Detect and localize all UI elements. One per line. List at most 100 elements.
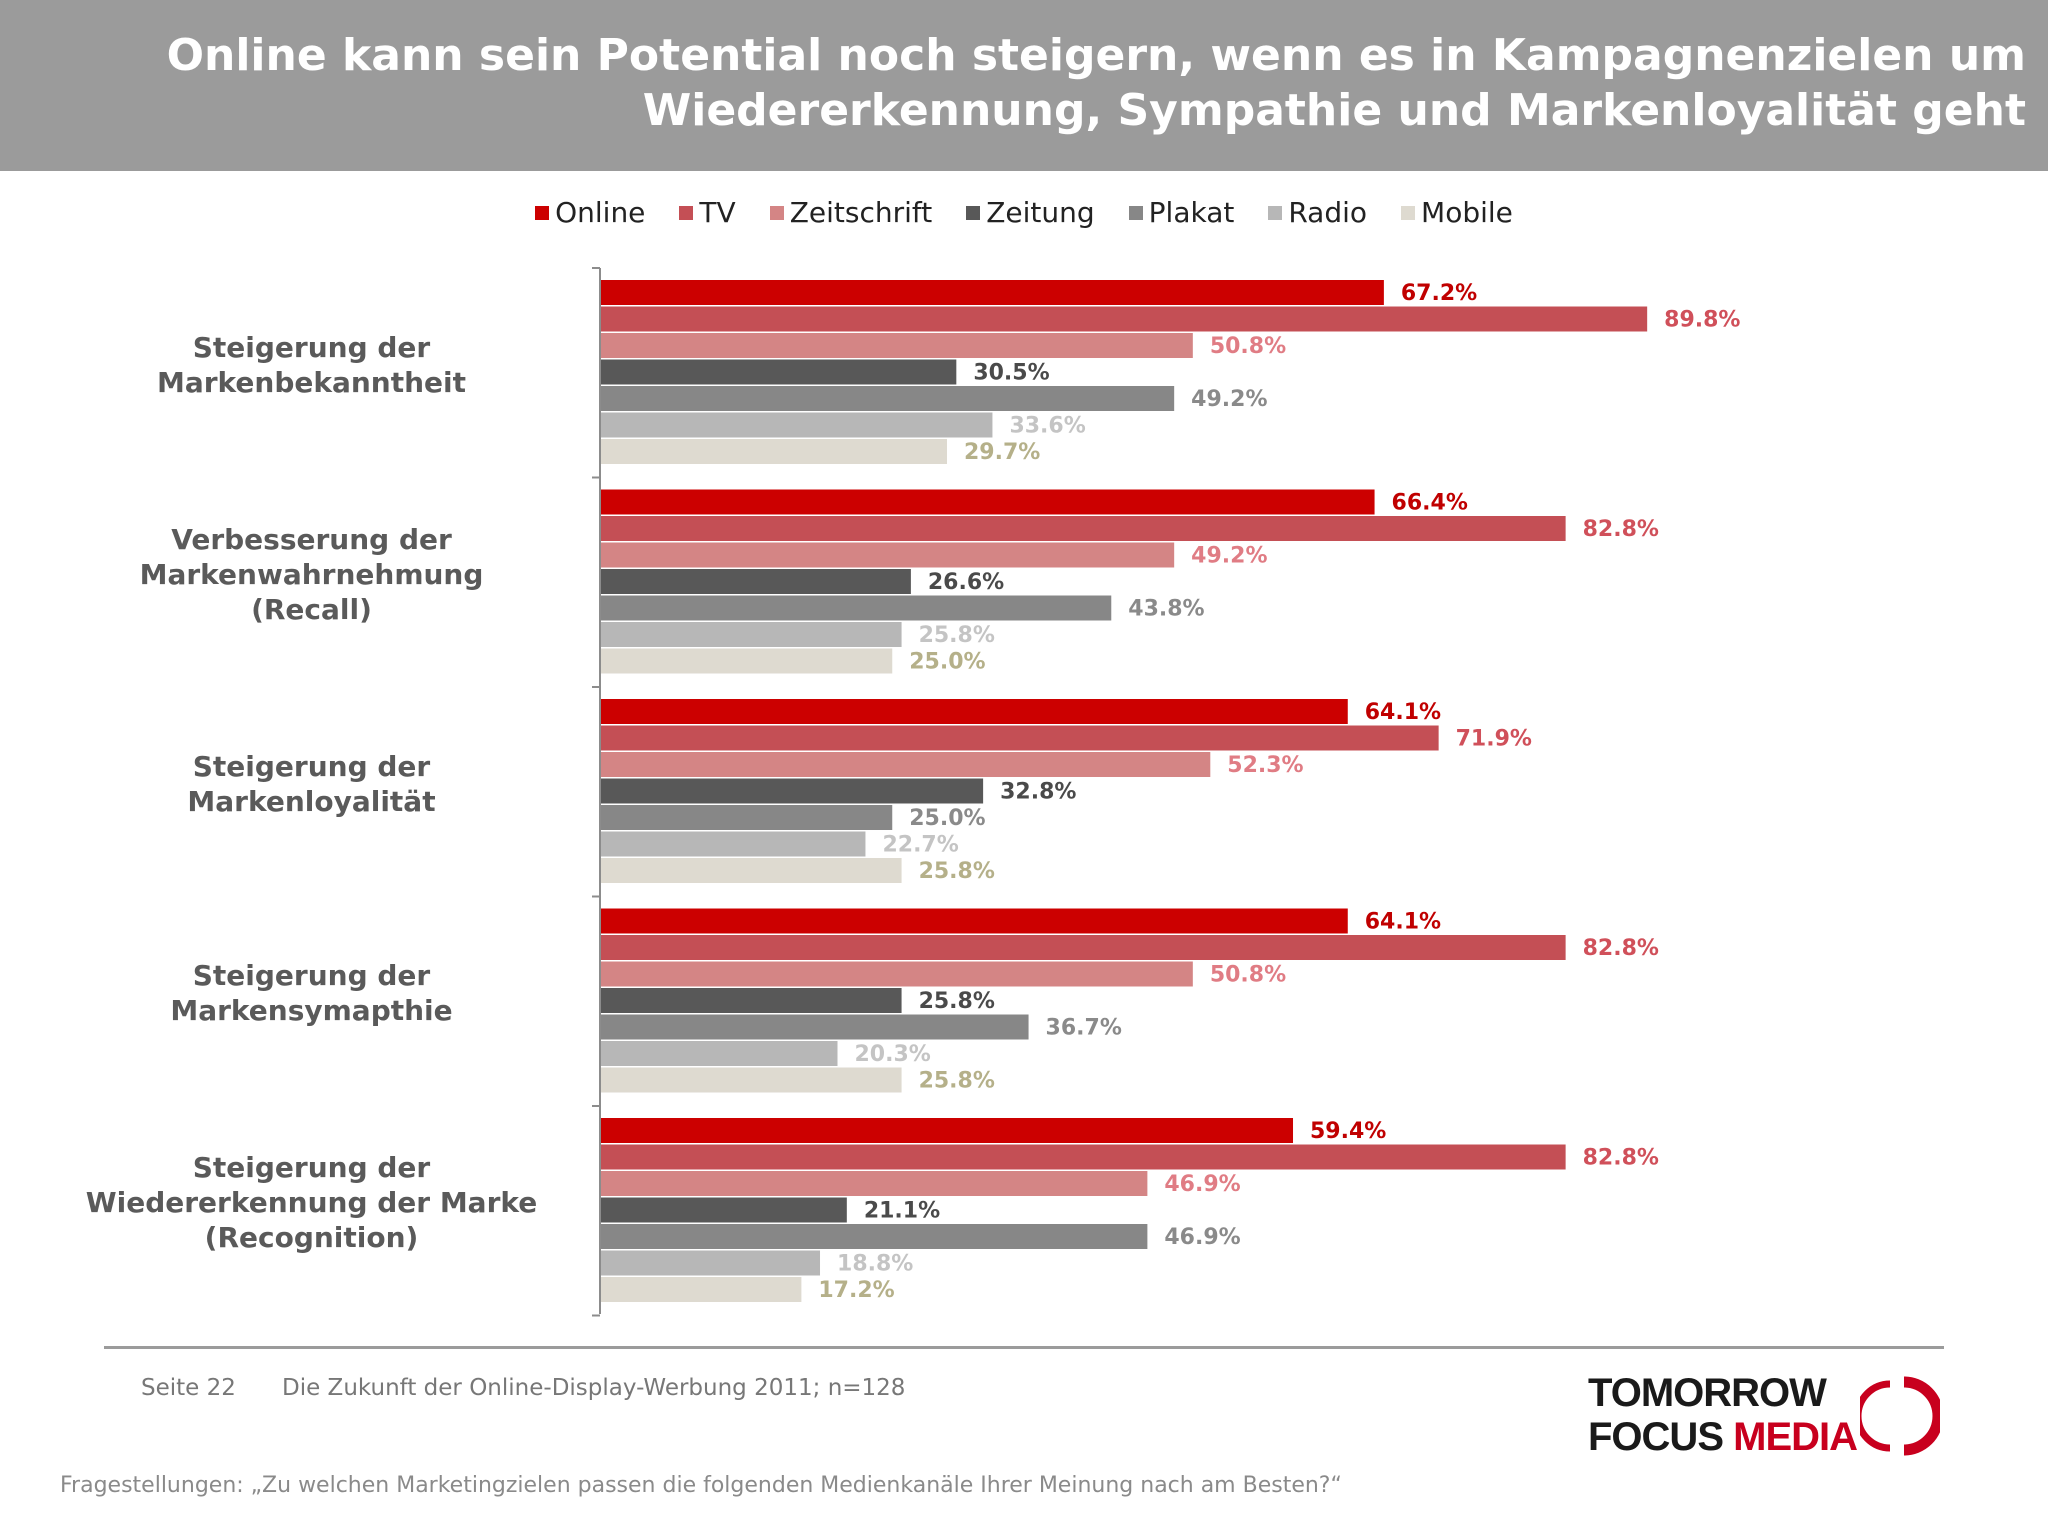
bar-value-label: 25.0% — [909, 806, 985, 831]
bar-plakat — [601, 1224, 1148, 1249]
bar-value-label: 46.9% — [1164, 1225, 1240, 1250]
bar-zeitung — [601, 778, 984, 804]
legend-label: Radio — [1288, 196, 1368, 229]
bar-value-label: 89.8% — [1664, 308, 1740, 333]
bar-value-label: 82.8% — [1583, 517, 1659, 542]
bar-chart: 67.2% 89.8% 50.8% 30.5% 49.2% 33.6%29.7% 66.4%… — [592, 267, 1740, 1317]
category-label-line: (Recognition) — [204, 1221, 419, 1255]
category-label: Steigerung der Markenbekanntheit — [60, 330, 563, 400]
bar-value-label: 71.9% — [1456, 727, 1532, 752]
bar-value-label: 33.6% — [1009, 414, 1085, 439]
bar-zeitschrift — [601, 542, 1175, 568]
legend-item-mobile: Mobile — [1401, 196, 1513, 229]
bar-value-label: 25.8% — [919, 623, 995, 648]
bar-value-label: 25.8% — [919, 859, 995, 884]
bar-zeitschrift — [601, 752, 1211, 777]
legend-label: Mobile — [1421, 196, 1513, 229]
source-note: Die Zukunft der Online-Display-Werbung 2… — [282, 1375, 906, 1401]
bar-mobile — [601, 858, 902, 883]
bar-plakat — [601, 1014, 1029, 1040]
bar-radio — [601, 622, 902, 647]
bar-value-label: 32.8% — [1000, 780, 1076, 805]
legend-item-zeitung: Zeitung — [966, 196, 1095, 229]
logo-text-line2: FOCUS MEDIA — [1588, 1415, 1858, 1459]
category-label-line: Steigerung der — [192, 330, 431, 364]
logo-text-focus: FOCUS — [1588, 1415, 1734, 1459]
bar-value-label: 17.2% — [818, 1278, 894, 1303]
header-bar: Online kann sein Potential noch steigern… — [0, 0, 2048, 171]
bar-tv — [601, 306, 1648, 332]
title-line-1: Online kann sein Potential noch steigern… — [166, 30, 2026, 81]
category-label-line: Wiedererkennung der Marke — [85, 1186, 538, 1220]
category-label: Steigerung der Markenloyalität — [60, 749, 563, 819]
bar-zeitschrift — [601, 333, 1193, 358]
bar-value-label: 43.8% — [1128, 597, 1204, 622]
footer-divider — [104, 1346, 1944, 1349]
bar-tv — [601, 725, 1439, 751]
bar-value-label: 49.2% — [1191, 544, 1267, 569]
category-label-line: Verbesserung der — [171, 522, 452, 556]
bar-plakat — [601, 805, 893, 830]
question-note: Fragestellungen: „Zu welchen Marketingzi… — [60, 1473, 1342, 1498]
category-label-line: Steigerung der — [192, 959, 431, 993]
bar-online — [601, 280, 1384, 305]
bar-radio — [601, 1250, 821, 1276]
chart-legend: Online TV Zeitschrift Zeitung Plakat Radio Mob… — [0, 196, 2048, 229]
bar-radio — [601, 831, 866, 857]
category-label-line: (Recall) — [251, 592, 372, 626]
bar-value-label: 25.8% — [919, 1069, 995, 1094]
category-label-line: Markenbekanntheit — [156, 365, 467, 399]
logo-ring-icon — [1860, 1376, 1940, 1456]
bar-zeitung — [601, 988, 902, 1013]
bar-tv — [601, 935, 1566, 960]
bar-zeitung — [601, 569, 911, 594]
legend-item-radio: Radio — [1268, 196, 1367, 229]
bar-value-label: 52.3% — [1227, 753, 1303, 778]
legend-swatch — [535, 205, 550, 220]
legend-swatch — [679, 205, 694, 220]
bar-value-label: 66.4% — [1392, 491, 1468, 516]
bar-value-label: 36.7% — [1046, 1016, 1122, 1041]
bar-value-label: 18.8% — [837, 1252, 913, 1277]
legend-item-online: Online — [535, 196, 645, 229]
category-label-line: Markenloyalität — [187, 784, 436, 818]
category-label-line: Markensymapthie — [170, 994, 453, 1028]
legend-item-tv: TV — [679, 196, 736, 229]
logo-text-media: MEDIA — [1733, 1415, 1858, 1459]
bar-value-label: 59.4% — [1310, 1119, 1386, 1144]
bar-value-label: 26.6% — [928, 570, 1004, 595]
legend-label: TV — [699, 196, 736, 229]
bar-value-label: 50.8% — [1210, 963, 1286, 988]
category-label: Steigerung der Wiedererkennung der Marke(… — [60, 1150, 563, 1255]
bar-value-label: 82.8% — [1583, 936, 1659, 961]
legend-swatch — [966, 205, 981, 220]
legend-item-zeitschrift: Zeitschrift — [769, 196, 933, 229]
page-number: Seite 22 — [141, 1375, 236, 1401]
bar-plakat — [601, 386, 1175, 411]
bar-value-label: 25.8% — [919, 989, 995, 1014]
bar-value-label: 30.5% — [973, 361, 1049, 386]
bar-value-label: 64.1% — [1365, 910, 1441, 935]
bar-mobile — [601, 439, 948, 464]
company-logo: TOMORROW FOCUS MEDIA — [1588, 1372, 1948, 1462]
legend-label: Zeitschrift — [789, 196, 933, 229]
bar-plakat — [601, 595, 1112, 621]
legend-swatch — [1128, 205, 1143, 220]
bar-value-label: 49.2% — [1191, 387, 1267, 412]
legend-label: Plakat — [1148, 196, 1235, 229]
category-label-line: Markenwahrnehmung — [139, 557, 484, 591]
bar-radio — [601, 1041, 838, 1066]
bar-value-label: 64.1% — [1365, 700, 1441, 725]
category-label: Verbesserung der Markenwahrnehmung (Recall… — [60, 522, 563, 627]
title-line-2: Wiedererkennung, Sympathie und Markenloy… — [642, 85, 2026, 136]
legend-label: Zeitung — [986, 196, 1095, 229]
bar-mobile — [601, 648, 893, 674]
page-title: Online kann sein Potential noch steigern… — [76, 28, 2026, 138]
logo-text-line1: TOMORROW — [1588, 1371, 1827, 1415]
bar-online — [601, 1118, 1294, 1143]
bar-zeitschrift — [601, 961, 1193, 987]
bar-zeitung — [601, 359, 957, 385]
bar-value-label: 21.1% — [864, 1199, 940, 1224]
bar-mobile — [601, 1067, 902, 1093]
legend-swatch — [1401, 205, 1416, 220]
